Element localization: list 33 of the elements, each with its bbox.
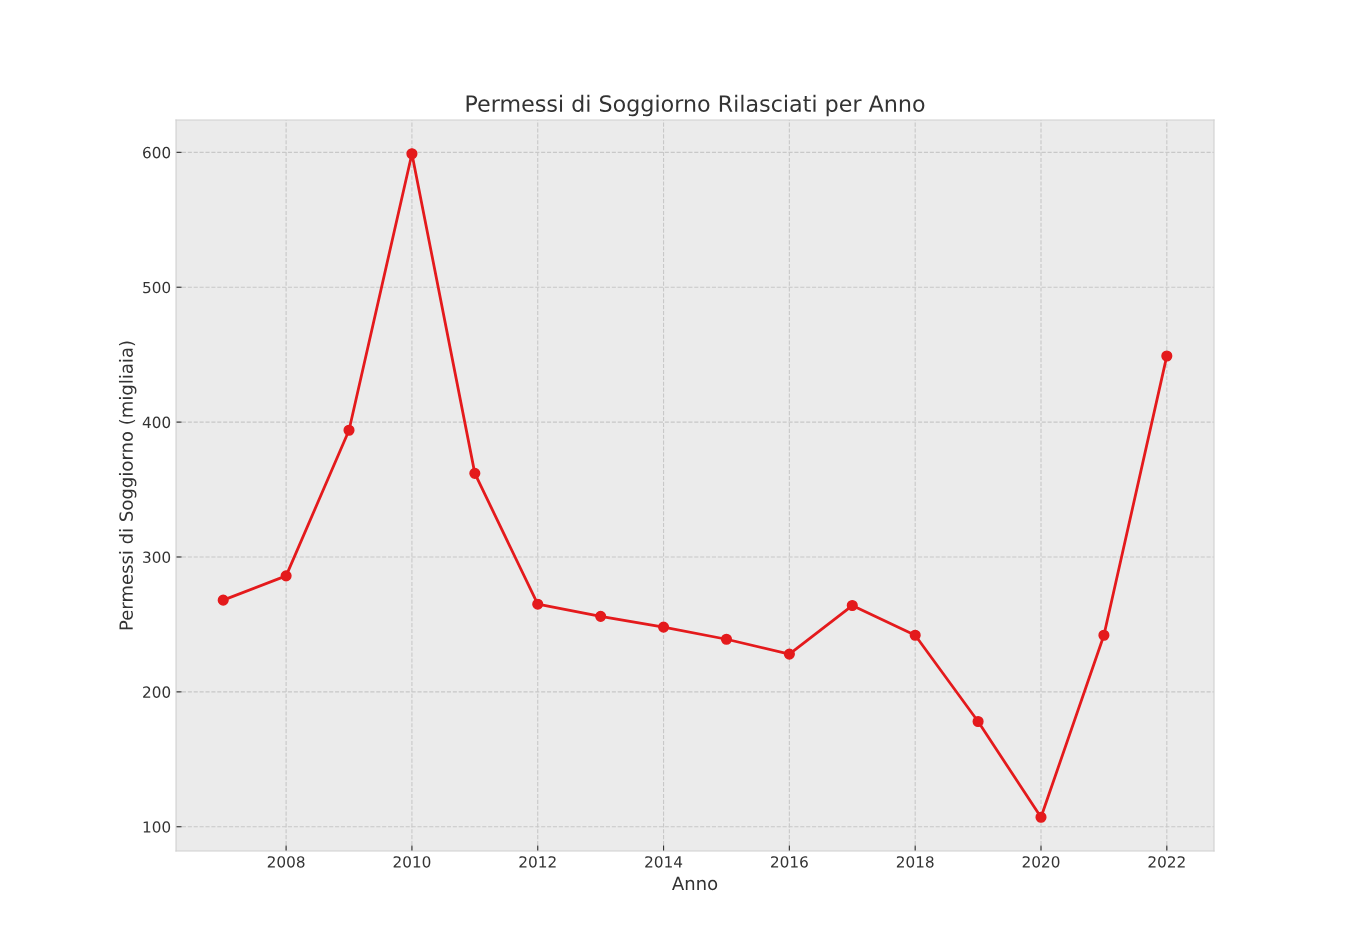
- point: [595, 610, 607, 622]
- point: [532, 598, 544, 610]
- y-tick-label: 300: [143, 551, 171, 563]
- point: [469, 467, 481, 479]
- point: [657, 621, 670, 633]
- x-tick-label: 2016: [771, 856, 808, 868]
- x-tick-label: 2014: [645, 856, 683, 868]
- x-tick-label: 2008: [267, 856, 305, 868]
- y-tick-label: 100: [143, 821, 171, 833]
- x-tick-label: 2018: [896, 856, 934, 868]
- point: [1035, 811, 1047, 823]
- point: [1098, 629, 1110, 641]
- point: [406, 148, 418, 160]
- x-tick-label: 2010: [393, 856, 431, 868]
- y-tick-label: 200: [143, 686, 171, 698]
- x-tick-label: 2012: [519, 856, 556, 868]
- point: [972, 715, 984, 728]
- y-axis-title: Permessi di Soggiorno (migliaia): [118, 341, 137, 630]
- y-tick-label: 400: [142, 416, 171, 429]
- y-tick-label: 600: [143, 146, 171, 159]
- point: [217, 594, 229, 606]
- point: [909, 629, 921, 641]
- point: [846, 599, 858, 612]
- point: [280, 570, 292, 582]
- x-axis-title: Anno: [672, 876, 718, 891]
- chart-title: Permessi di Soggiorno Rilasciati per Anno: [466, 94, 925, 117]
- y-tick-label: 500: [143, 281, 171, 294]
- x-tick-label: 2020: [1022, 856, 1060, 868]
- point: [783, 648, 795, 660]
- point: [343, 424, 355, 436]
- point: [1161, 350, 1173, 362]
- point: [720, 633, 733, 645]
- x-tick-label: 2022: [1148, 856, 1185, 868]
